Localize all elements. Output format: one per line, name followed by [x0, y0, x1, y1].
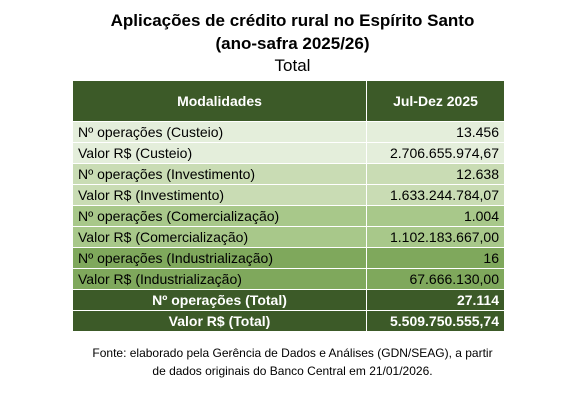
- table-row: Valor R$ (Industrialização) 67.666.130,0…: [72, 268, 505, 290]
- table-row: Nº operações (Industrialização) 16: [72, 247, 505, 269]
- total-label: Valor R$ (Total): [72, 310, 367, 332]
- document-subtitle: (ano-safra 2025/26): [215, 34, 370, 53]
- row-value: 1.102.183.667,00: [366, 226, 505, 248]
- row-value: 12.638: [366, 163, 505, 185]
- footnote-line-1: Fonte: elaborado pela Gerência de Dados …: [92, 346, 493, 360]
- row-value: 1.004: [366, 205, 505, 227]
- credit-table: Modalidades Jul-Dez 2025 Nº operações (C…: [72, 80, 505, 332]
- row-label: Nº operações (Comercialização): [72, 205, 367, 227]
- header-period: Jul-Dez 2025: [366, 80, 505, 122]
- table-row: Nº operações (Comercialização) 1.004: [72, 205, 505, 227]
- document-scope: Total: [274, 56, 311, 75]
- row-label: Nº operações (Custeio): [72, 121, 367, 143]
- document-title: Aplicações de crédito rural no Espírito …: [110, 11, 475, 30]
- table-row: Valor R$ (Investimento) 1.633.244.784,07: [72, 184, 505, 206]
- total-label: Nº operações (Total): [72, 289, 367, 311]
- table-row: Nº operações (Investimento) 12.638: [72, 163, 505, 185]
- row-label: Valor R$ (Industrialização): [72, 268, 367, 290]
- row-label: Valor R$ (Custeio): [72, 142, 367, 164]
- source-footnote: Fonte: elaborado pela Gerência de Dados …: [60, 344, 525, 380]
- table-row: Valor R$ (Custeio) 2.706.655.974,67: [72, 142, 505, 164]
- total-value: 5.509.750.555,74: [366, 310, 505, 332]
- total-row-value: Valor R$ (Total) 5.509.750.555,74: [72, 310, 505, 332]
- row-value: 16: [366, 247, 505, 269]
- total-row-operations: Nº operações (Total) 27.114: [72, 289, 505, 311]
- table-row: Nº operações (Custeio) 13.456: [72, 121, 505, 143]
- row-value: 1.633.244.784,07: [366, 184, 505, 206]
- header-modalidades: Modalidades: [72, 80, 367, 122]
- row-label: Valor R$ (Comercialização): [72, 226, 367, 248]
- footnote-line-2: de dados originais do Banco Central em 2…: [152, 364, 433, 378]
- row-label: Nº operações (Investimento): [72, 163, 367, 185]
- row-label: Nº operações (Industrialização): [72, 247, 367, 269]
- row-value: 2.706.655.974,67: [366, 142, 505, 164]
- total-value: 27.114: [366, 289, 505, 311]
- row-value: 67.666.130,00: [366, 268, 505, 290]
- table-header-row: Modalidades Jul-Dez 2025: [72, 80, 505, 122]
- table-row: Valor R$ (Comercialização) 1.102.183.667…: [72, 226, 505, 248]
- row-label: Valor R$ (Investimento): [72, 184, 367, 206]
- row-value: 13.456: [366, 121, 505, 143]
